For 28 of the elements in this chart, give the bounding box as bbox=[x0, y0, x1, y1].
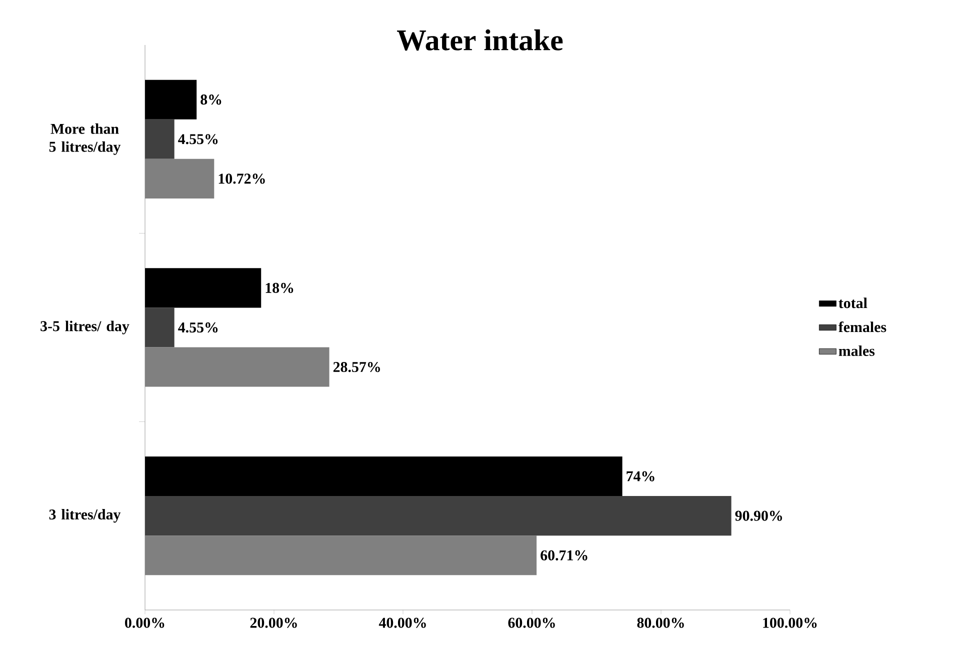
y-tick-label: 3 litres/day bbox=[49, 509, 121, 523]
legend-label: females bbox=[838, 321, 886, 332]
bar bbox=[145, 80, 197, 120]
bar bbox=[145, 308, 174, 348]
x-tick-label: 40.00% bbox=[378, 618, 426, 628]
data-label: 10.72% bbox=[218, 174, 265, 184]
y-tick-label: More than 5 litres/day bbox=[49, 123, 121, 155]
bar bbox=[145, 268, 262, 308]
y-tick-label: 3-5 litres/ day bbox=[40, 320, 130, 334]
x-tick-label: 20.00% bbox=[250, 618, 297, 628]
data-label: 60.71% bbox=[540, 550, 588, 560]
bar bbox=[145, 119, 174, 159]
x-tick-label: 60.00% bbox=[508, 618, 555, 628]
data-label: 4.55% bbox=[178, 322, 218, 333]
bar bbox=[145, 456, 622, 496]
data-label: 8% bbox=[200, 94, 222, 105]
data-label: 90.90% bbox=[735, 510, 782, 521]
data-label: 18% bbox=[266, 282, 294, 294]
data-label: 4.55% bbox=[178, 134, 218, 144]
x-tick-label: 100.00% bbox=[763, 618, 817, 628]
x-tick-label: 80.00% bbox=[637, 618, 684, 628]
legend-label: total bbox=[838, 298, 868, 308]
x-tick-label: 0.00% bbox=[125, 618, 164, 628]
data-label: 74% bbox=[626, 471, 654, 482]
legend-label: males bbox=[838, 345, 875, 356]
chart-title: Water intake bbox=[397, 29, 563, 51]
bar bbox=[145, 496, 732, 536]
data-label: 28.57% bbox=[333, 362, 380, 372]
